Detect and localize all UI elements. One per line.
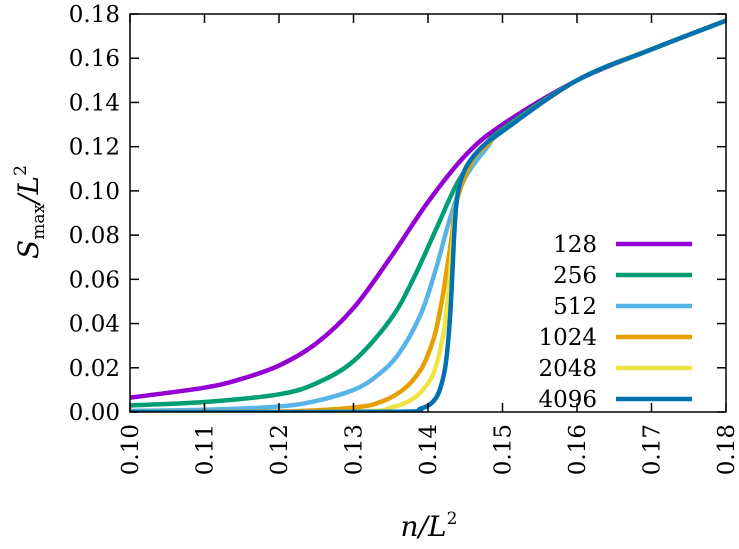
- legend-label-128: 128: [553, 232, 597, 258]
- y-axis-label-main: S: [12, 240, 45, 259]
- y-tick-label: 0.16: [69, 46, 120, 72]
- x-axis-label-exp: 2: [447, 509, 458, 529]
- x-tick-label: 0.15: [491, 424, 517, 475]
- series-line-256: [130, 18, 726, 408]
- y-tick-label: 0.08: [69, 223, 120, 249]
- x-tick-label: 0.16: [565, 424, 591, 475]
- y-axis-label-sub: max: [29, 204, 49, 240]
- y-tick-label: 0.10: [69, 179, 120, 205]
- legend-label-1024: 1024: [538, 325, 597, 351]
- y-tick-label: 0.14: [69, 90, 120, 116]
- series-layer: [130, 18, 726, 412]
- x-tick-label: 0.13: [342, 424, 368, 475]
- series-line-4096: [130, 18, 726, 412]
- legend-label-4096: 4096: [538, 387, 597, 413]
- x-tick-label: 0.10: [118, 424, 144, 475]
- y-tick-label: 0.18: [69, 2, 120, 28]
- legend-label-512: 512: [553, 294, 597, 320]
- series-line-128: [130, 18, 726, 400]
- y-axis-label-tail: /L: [12, 176, 45, 207]
- x-tick-label: 0.12: [267, 424, 293, 475]
- x-tick-label: 0.18: [714, 424, 739, 475]
- x-axis-label-main: n/L: [401, 510, 447, 543]
- y-tick-label: 0.02: [69, 356, 120, 382]
- y-axis-label: Smax/L2: [11, 165, 49, 259]
- legend: 128 256 512 1024 2048 4096: [538, 232, 692, 413]
- y-tick-label: 0.04: [69, 312, 120, 338]
- x-tick-label: 0.11: [193, 424, 219, 475]
- ticks-layer: 0.00 0.02 0.04 0.06 0.08 0.10 0.12 0.14 0.16 0.18…: [69, 2, 739, 475]
- y-tick-label: 0.06: [69, 267, 120, 293]
- x-tick-label: 0.14: [416, 424, 442, 475]
- x-axis-label: n/L2: [401, 509, 458, 543]
- series-line-1024: [130, 18, 726, 412]
- legend-label-256: 256: [553, 263, 597, 289]
- y-tick-label: 0.12: [69, 135, 120, 161]
- y-axis-label-exp: 2: [11, 165, 31, 176]
- x-tick-label: 0.17: [640, 424, 666, 475]
- y-tick-label: 0.00: [69, 400, 120, 426]
- legend-label-2048: 2048: [538, 356, 597, 382]
